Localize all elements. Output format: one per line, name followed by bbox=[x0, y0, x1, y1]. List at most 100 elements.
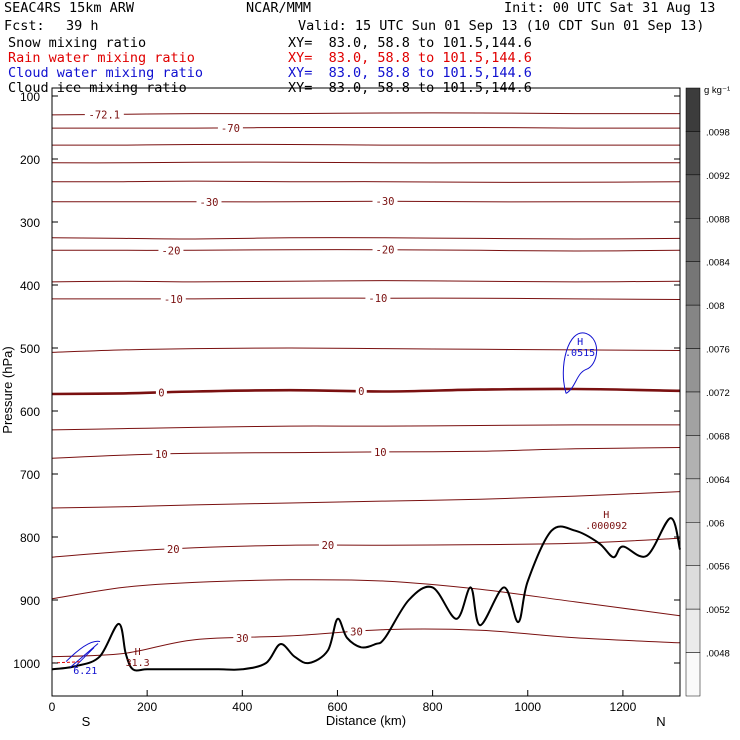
isotherm-label-mask bbox=[164, 542, 183, 554]
isotherm-label-mask bbox=[196, 195, 222, 207]
isotherm-label-mask bbox=[152, 448, 171, 460]
isotherm-label-mask bbox=[217, 121, 243, 133]
colorbar-label: .0092 bbox=[706, 171, 730, 182]
colorbar-swatch bbox=[685, 304, 701, 349]
isotherm-layer bbox=[51, 112, 681, 658]
isotherm-label-mask bbox=[155, 386, 167, 398]
isotherm-label: 10 bbox=[155, 449, 168, 461]
x-tick-label: 1200 bbox=[610, 700, 637, 714]
max-value-label: .0515 bbox=[565, 348, 595, 359]
colorbar-swatch bbox=[685, 565, 701, 610]
colorbar-label: .0056 bbox=[706, 562, 730, 573]
x-tick-label: 800 bbox=[423, 700, 443, 714]
isotherm-line bbox=[51, 424, 681, 431]
isotherm-line bbox=[51, 628, 681, 658]
isotherm-line bbox=[51, 579, 681, 617]
isotherm-label: 30 bbox=[350, 627, 363, 639]
y-tick-label: 900 bbox=[20, 594, 40, 608]
colorbar-swatch bbox=[685, 478, 701, 523]
valid-time: Valid: 15 UTC Sun 01 Sep 13 (10 CDT Sun … bbox=[298, 18, 705, 34]
colorbar-swatch bbox=[685, 131, 701, 176]
isotherm-label-mask bbox=[365, 292, 391, 304]
isotherm-line bbox=[52, 126, 681, 129]
y-tick-label: 300 bbox=[20, 216, 40, 230]
x-tick-label: 600 bbox=[327, 700, 347, 714]
isotherm-line bbox=[51, 537, 681, 558]
south-end-label: S bbox=[82, 714, 91, 729]
isotherm-line bbox=[51, 161, 680, 164]
colorbar-unit: g kg⁻¹ bbox=[704, 85, 730, 96]
colorbar-swatch bbox=[685, 348, 701, 393]
isotherm-line bbox=[51, 112, 681, 116]
isotherm-label: -30 bbox=[200, 197, 219, 209]
field-xy-rain: XY= 83.0, 58.8 to 101.5,144.6 bbox=[288, 50, 532, 66]
isotherm-line bbox=[51, 237, 681, 240]
isotherm-label: 0 bbox=[158, 387, 164, 399]
x-tick-label: 0 bbox=[49, 700, 56, 714]
max-marker: H bbox=[577, 337, 583, 348]
colorbar: .0098 .0092 .0088 .0084 .008 .0076 .0072 .0068.… bbox=[685, 87, 730, 697]
model-title: SEAC4RS 15km ARW bbox=[4, 0, 135, 16]
colorbar-swatch bbox=[685, 652, 701, 697]
y-tick-label: 100 bbox=[20, 90, 40, 104]
y-tick-label: 600 bbox=[20, 405, 40, 419]
init-time: Init: 00 UTC Sat 31 Aug 13 bbox=[504, 0, 716, 16]
isotherm-line bbox=[51, 387, 681, 396]
colorbar-label: .0072 bbox=[706, 388, 730, 399]
colorbar-label: .008 bbox=[706, 301, 725, 312]
y-tick-label: 500 bbox=[20, 342, 40, 356]
isotherm-label: 20 bbox=[167, 544, 180, 556]
isotherm-label: -70 bbox=[221, 123, 240, 135]
isotherm-label: -20 bbox=[376, 245, 395, 257]
colorbar-label: .006 bbox=[706, 518, 725, 529]
isotherm-label-mask bbox=[318, 539, 337, 551]
isotherm-line bbox=[51, 347, 681, 353]
isotherm-label: -30 bbox=[376, 196, 395, 208]
isotherm-label-mask bbox=[160, 292, 186, 304]
isotherm-line bbox=[51, 491, 681, 509]
isotherm-label: -20 bbox=[161, 245, 180, 257]
isotherm-line bbox=[52, 249, 681, 252]
x-axis-label: Distance (km) bbox=[326, 713, 406, 728]
isotherm-label-mask bbox=[233, 631, 252, 643]
isotherm-label-mask bbox=[372, 243, 398, 255]
max-value-label: 6.21 bbox=[73, 666, 97, 677]
isotherm-label: -10 bbox=[164, 294, 183, 306]
colorbar-swatch bbox=[685, 391, 701, 436]
isotherm-line bbox=[51, 447, 681, 459]
isotherm-line bbox=[52, 200, 680, 203]
isotherm-label: -72.1 bbox=[89, 109, 121, 121]
colorbar-label: .0088 bbox=[706, 214, 730, 225]
cloud-water-contour bbox=[65, 640, 101, 668]
colorbar-swatch bbox=[685, 435, 701, 480]
max-value-label: 31.3 bbox=[126, 658, 150, 669]
y-tick-label: 200 bbox=[20, 153, 40, 167]
isotherm-line bbox=[52, 297, 681, 300]
field-name-snow: Snow mixing ratio bbox=[8, 35, 147, 51]
forecast-hour: 39 h bbox=[66, 18, 99, 34]
max-value-label: .000092 bbox=[585, 521, 627, 532]
field-name-rain: Rain water mixing ratio bbox=[8, 50, 195, 66]
colorbar-label: .0098 bbox=[706, 127, 730, 138]
colorbar-swatch bbox=[685, 608, 701, 653]
isotherm-label: 10 bbox=[374, 447, 387, 459]
y-tick-label: 800 bbox=[20, 531, 40, 545]
isotherm-label-mask bbox=[372, 195, 398, 207]
colorbar-label: .0064 bbox=[706, 475, 730, 486]
cloud-water-contour bbox=[562, 332, 598, 394]
plot-frame bbox=[51, 87, 681, 697]
north-end-label: N bbox=[656, 714, 665, 729]
isotherm-label-mask bbox=[371, 445, 390, 457]
isotherm-label: 30 bbox=[236, 633, 249, 645]
isotherm-label: 0 bbox=[358, 386, 364, 398]
colorbar-label: .0084 bbox=[706, 258, 730, 269]
colorbar-label: .0048 bbox=[706, 649, 730, 660]
terrain-layer bbox=[51, 332, 681, 672]
colorbar-label: .0076 bbox=[706, 345, 730, 356]
isotherm-label: 20 bbox=[322, 540, 335, 552]
forecast-label: Fcst: bbox=[4, 18, 45, 34]
isotherm-label-mask bbox=[84, 108, 124, 120]
y-tick-label: 1000 bbox=[13, 657, 40, 671]
